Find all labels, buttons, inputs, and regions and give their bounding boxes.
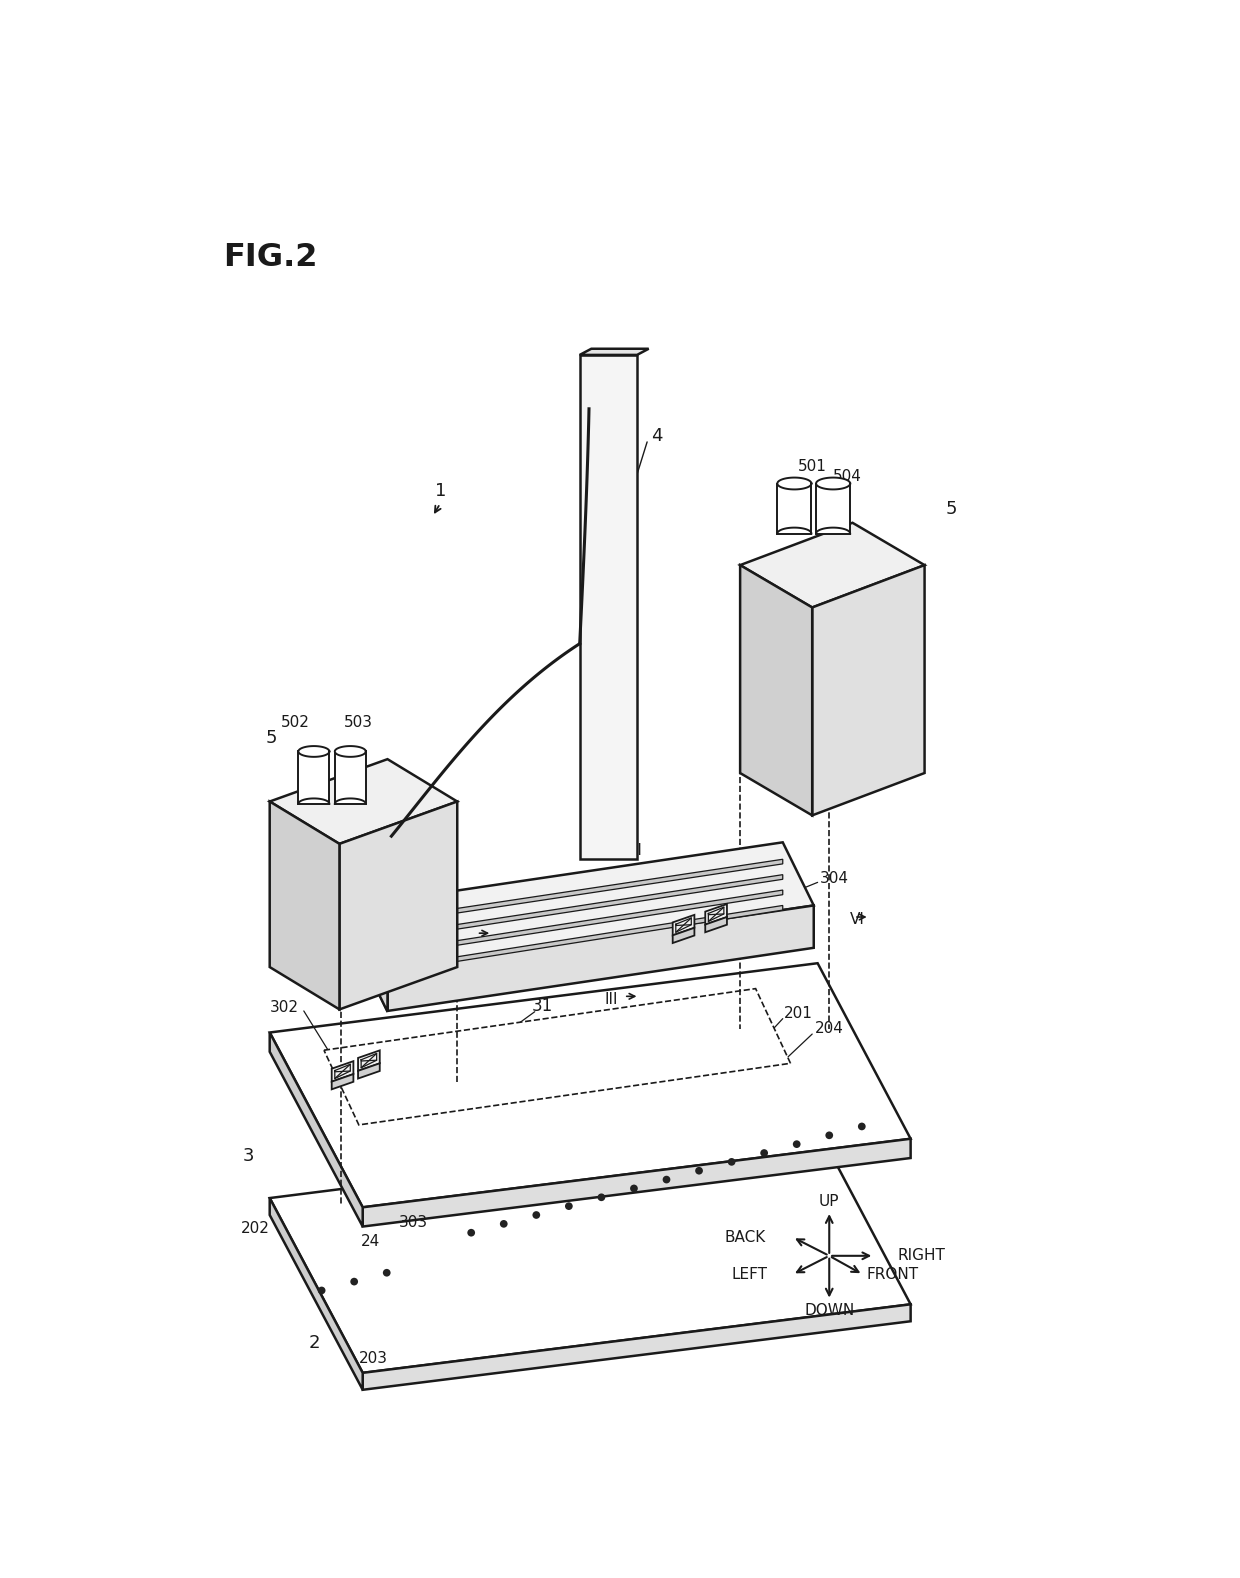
Polygon shape [706,917,727,933]
Text: 203: 203 [360,1351,388,1365]
Text: 5: 5 [945,500,957,518]
Circle shape [532,1212,541,1218]
Polygon shape [363,1139,910,1226]
Polygon shape [672,928,694,944]
Text: 204: 204 [815,1021,843,1037]
Text: FRONT: FRONT [867,1267,919,1281]
Text: 1: 1 [434,483,446,500]
Text: 303: 303 [399,1215,428,1231]
Polygon shape [740,565,812,816]
Polygon shape [357,843,813,969]
Circle shape [728,1158,735,1166]
Polygon shape [777,478,811,489]
Circle shape [792,1141,801,1149]
Text: 302: 302 [269,999,299,1015]
Circle shape [317,1286,325,1294]
Polygon shape [706,904,727,925]
Polygon shape [270,1032,363,1226]
Polygon shape [340,802,458,1010]
Text: DOWN: DOWN [804,1303,854,1318]
Text: BACK: BACK [724,1229,765,1245]
Text: LEFT: LEFT [732,1267,768,1281]
Polygon shape [777,483,811,533]
Polygon shape [270,759,458,844]
Polygon shape [363,1305,910,1390]
Text: RIGHT: RIGHT [898,1248,945,1264]
Polygon shape [371,874,782,942]
Text: FIG.2: FIG.2 [223,241,317,273]
Polygon shape [270,1198,363,1390]
Text: VI: VI [629,843,642,857]
Text: 4: 4 [651,426,662,445]
Polygon shape [580,355,637,860]
Text: 2: 2 [308,1333,320,1352]
Text: 504: 504 [833,469,862,484]
Text: 202: 202 [241,1221,270,1236]
Polygon shape [376,890,782,958]
Polygon shape [580,349,649,355]
Polygon shape [672,915,694,936]
Text: 503: 503 [345,715,373,731]
Text: 501: 501 [799,459,827,473]
Circle shape [351,1278,358,1286]
Polygon shape [357,906,387,1011]
Polygon shape [270,963,910,1207]
Text: 3: 3 [242,1147,254,1165]
Text: 5: 5 [265,729,277,746]
Polygon shape [299,751,330,803]
Polygon shape [816,478,851,489]
Text: III: III [458,929,471,944]
Text: 502: 502 [281,715,310,731]
Circle shape [500,1220,507,1228]
Polygon shape [299,746,330,757]
Polygon shape [357,906,387,1011]
Polygon shape [382,906,782,974]
Polygon shape [812,565,925,816]
Text: III: III [605,993,619,1007]
Text: 201: 201 [785,1005,813,1021]
Text: UP: UP [818,1193,839,1209]
Text: 304: 304 [820,871,849,885]
Circle shape [630,1185,637,1193]
Polygon shape [270,802,340,1010]
Polygon shape [335,746,366,757]
Circle shape [760,1149,768,1157]
Polygon shape [358,1064,379,1078]
Circle shape [858,1122,866,1130]
Polygon shape [332,1060,353,1081]
Polygon shape [335,751,366,803]
Polygon shape [324,989,791,1125]
Polygon shape [365,860,782,926]
Polygon shape [358,1051,379,1071]
Text: 31: 31 [532,997,553,1015]
Text: 301: 301 [637,898,667,914]
Circle shape [696,1166,703,1174]
Polygon shape [270,1128,910,1373]
Circle shape [826,1131,833,1139]
Polygon shape [332,1075,353,1089]
Text: VI: VI [851,912,866,926]
Polygon shape [816,483,851,533]
Circle shape [467,1229,475,1237]
Circle shape [662,1176,671,1184]
Polygon shape [740,522,925,608]
Circle shape [598,1193,605,1201]
Text: 24: 24 [361,1234,381,1250]
Polygon shape [387,906,813,1011]
Circle shape [383,1269,391,1277]
Circle shape [565,1202,573,1210]
